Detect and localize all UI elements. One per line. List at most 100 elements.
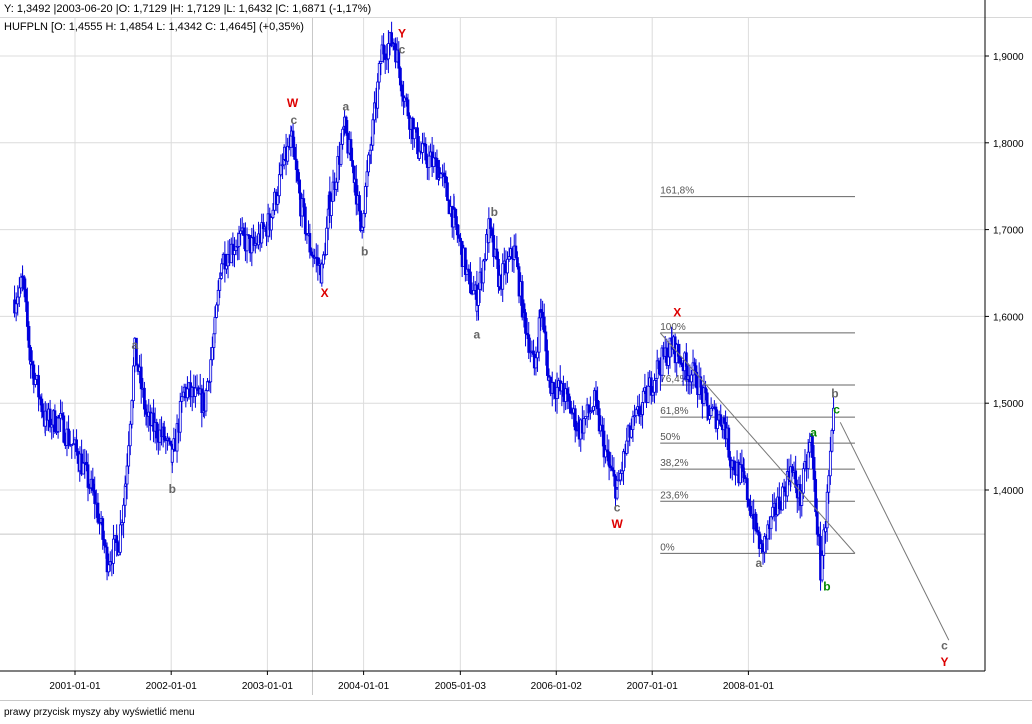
candle-body	[354, 178, 358, 205]
price-series	[13, 21, 835, 591]
candle-body	[60, 413, 64, 417]
x-tick-label: 2005-01-03	[435, 681, 487, 692]
wave-label: c	[399, 43, 406, 57]
candle-body	[162, 426, 166, 441]
candle-body	[279, 164, 283, 176]
candle-body	[14, 303, 18, 314]
candle-body	[641, 390, 645, 403]
wave-label: b	[823, 579, 830, 593]
candle-body	[832, 407, 835, 431]
candle-body	[694, 365, 698, 388]
fib-level-label: 76,4%	[660, 374, 688, 385]
candle-body	[827, 475, 831, 493]
candle-body	[194, 387, 197, 397]
candle-body	[359, 210, 362, 231]
candle-body	[308, 233, 312, 253]
candle-body	[565, 388, 569, 395]
candle-body	[604, 449, 607, 458]
candle-body	[213, 316, 217, 335]
candle-body	[612, 469, 616, 477]
fib-level-label: 38,2%	[660, 458, 688, 469]
candle-body	[369, 144, 373, 151]
candle-body	[289, 135, 293, 148]
candle-body	[293, 147, 297, 160]
candle-body	[55, 431, 58, 433]
wave-label: a	[343, 99, 350, 113]
y-tick-label: 1,6000	[993, 312, 1024, 323]
candle-body	[760, 540, 763, 545]
candle-body	[789, 466, 793, 482]
candle-body	[22, 276, 26, 290]
candle-body	[330, 200, 333, 216]
y-tick-label: 1,9000	[993, 52, 1024, 63]
candle-body	[351, 160, 354, 167]
candle-body	[117, 551, 121, 556]
candle-body	[719, 414, 723, 426]
candle-body	[704, 387, 707, 394]
candle-body	[690, 374, 693, 383]
y-tick-label: 1,5000	[993, 399, 1024, 410]
trend-line	[839, 422, 950, 641]
candle-body	[310, 251, 313, 256]
candle-body	[459, 237, 462, 242]
candle-body	[252, 236, 256, 246]
candle-body	[625, 440, 629, 454]
candle-body	[220, 263, 224, 274]
candle-body	[336, 156, 340, 183]
candle-body	[385, 58, 389, 61]
candle-body	[536, 351, 539, 359]
candle-body	[685, 366, 689, 380]
fib-level-label: 23,6%	[660, 490, 688, 501]
candle-body	[492, 235, 496, 258]
candle-body	[800, 492, 804, 506]
wave-label: a	[810, 426, 817, 440]
candle-body	[444, 176, 448, 184]
candle-body	[17, 287, 21, 298]
candle-body	[817, 533, 821, 537]
candle-body	[125, 465, 129, 485]
candle-body	[367, 154, 370, 173]
candle-body	[105, 546, 109, 573]
candle-body	[584, 416, 587, 419]
candle-body	[709, 408, 713, 416]
candle-body	[276, 195, 280, 205]
candle-body	[362, 213, 366, 228]
wave-label: a	[474, 328, 481, 342]
candle-body	[610, 467, 614, 471]
candle-body	[495, 248, 499, 260]
candle-body	[311, 254, 315, 258]
candle-body	[382, 44, 386, 55]
candle-body	[383, 53, 387, 60]
trend-lines	[659, 332, 950, 641]
candle-body	[239, 230, 243, 235]
candle-body	[455, 224, 459, 236]
wave-label: c	[833, 403, 840, 417]
candle-body	[830, 430, 834, 452]
candle-body	[53, 410, 57, 432]
candle-body	[487, 218, 491, 244]
candle-body	[438, 167, 441, 179]
wave-label: b	[831, 387, 838, 401]
candle-body	[269, 217, 273, 231]
candle-body	[634, 409, 638, 417]
candle-body	[400, 84, 404, 97]
candle-body	[75, 439, 78, 452]
candle-body	[651, 391, 655, 396]
candle-body	[210, 347, 214, 361]
symbol-legend: HUFPLN [O: 1,4555 H: 1,4854 L: 1,4342 C:…	[4, 21, 304, 33]
candle-body	[745, 478, 749, 501]
candle-body	[398, 67, 402, 86]
candle-body	[130, 400, 134, 425]
candle-body	[303, 206, 307, 235]
candle-body	[225, 265, 228, 270]
candle-body	[702, 387, 706, 404]
candle-body	[339, 143, 343, 165]
candle-body	[653, 380, 656, 393]
price-chart[interactable]: 161,8% 100% 76,4% 61,8% 50% 38,2% 23,6% 0% a b Wc…	[0, 0, 1032, 700]
candle-body	[597, 408, 601, 432]
candle-body	[404, 97, 408, 101]
candle-body	[615, 480, 619, 488]
candle-body	[341, 128, 345, 145]
candle-body	[115, 535, 119, 543]
wave-label: b	[491, 205, 498, 219]
